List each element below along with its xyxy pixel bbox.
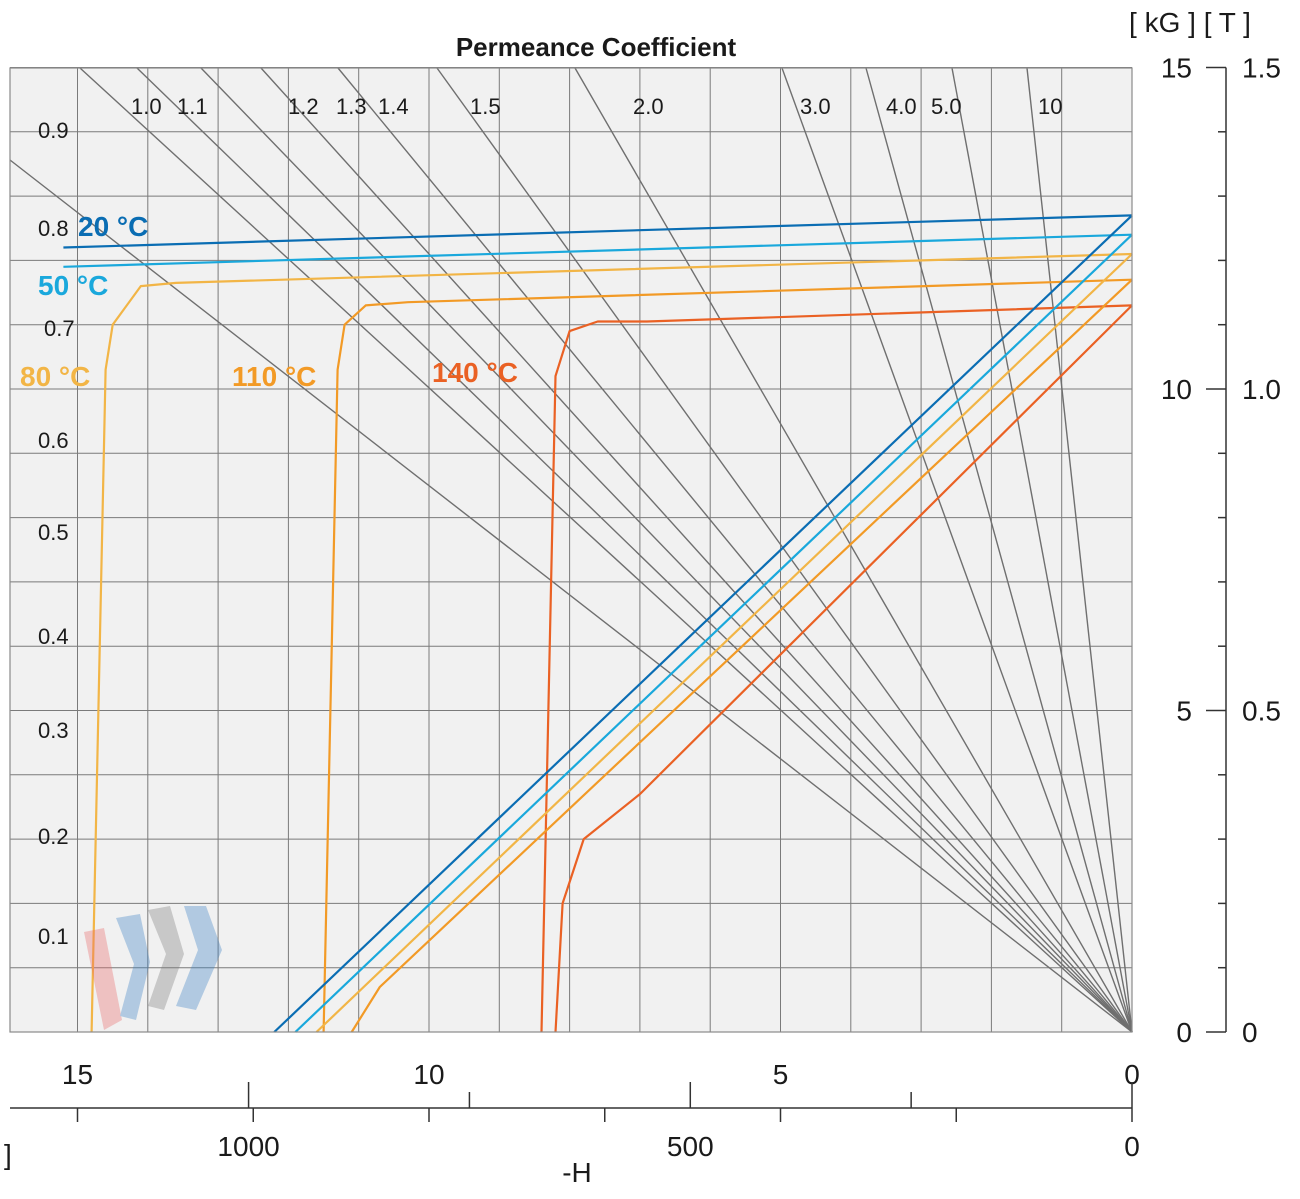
intrinsic-curve — [322, 278, 1133, 1033]
temperature-label: 20 °C — [78, 211, 148, 242]
permeance-label: 1.4 — [378, 94, 409, 119]
permeance-line — [9, 159, 1133, 1033]
permeance-label: 1.2 — [288, 94, 319, 119]
right-axis: 0 5 10 15 0 0.5 1.0 1.5 — [1161, 53, 1281, 1049]
intrinsic-curve — [63, 233, 1133, 268]
normal-curve — [315, 253, 1133, 1033]
left-scale-label: 0.2 — [38, 824, 69, 849]
permeance-line — [200, 67, 1133, 1033]
permeance-line — [1026, 67, 1133, 1033]
permeance-line — [865, 67, 1133, 1033]
normal-curve — [273, 214, 1133, 1033]
y-tick-label-kg: 10 — [1161, 374, 1192, 405]
x-tick-label-kam: 0 — [1124, 1131, 1140, 1162]
permeance-line — [260, 67, 1133, 1033]
bottom-axis: 15 10 5 0 1000 500 0 — [10, 1059, 1140, 1162]
permeance-line — [436, 67, 1133, 1033]
intrinsic-curve — [90, 252, 1133, 1033]
permeance-label: 10 — [1038, 94, 1062, 119]
x-axis-units-fragment: ] — [4, 1139, 12, 1170]
permeance-line — [781, 67, 1133, 1033]
left-scale-label: 0.9 — [38, 118, 69, 143]
temperature-label: 110 °C — [232, 361, 316, 392]
x-tick-label-kam: 1000 — [217, 1131, 279, 1162]
x-tick-label-koe: 0 — [1124, 1059, 1140, 1090]
left-scale-label: 0.6 — [38, 428, 69, 453]
normal-curve — [294, 233, 1133, 1033]
y-tick-label-t: 0 — [1242, 1017, 1258, 1048]
permeance-label: 1.3 — [336, 94, 367, 119]
normal-curve — [350, 278, 1133, 1033]
temperature-label: 80 °C — [20, 361, 90, 392]
x-tick-label-koe: 5 — [773, 1059, 789, 1090]
permeance-line — [136, 67, 1133, 1033]
left-scale-label: 0.7 — [44, 316, 75, 341]
left-scale-label: 0.3 — [38, 718, 69, 743]
chart-title: Permeance Coefficient — [456, 32, 737, 62]
x-tick-label-koe: 10 — [413, 1059, 444, 1090]
permeance-label: 4.0 — [886, 94, 917, 119]
y-tick-label-kg: 5 — [1176, 696, 1192, 727]
curves — [63, 214, 1133, 1033]
temperature-labels: 20 °C 50 °C 80 °C 110 °C 140 °C — [20, 211, 518, 392]
permeance-label: 1.1 — [177, 94, 208, 119]
left-scale-label: 0.5 — [38, 520, 69, 545]
permeance-label: 1.0 — [131, 94, 162, 119]
permeance-labels: 1.0 1.1 1.2 1.3 1.4 1.5 2.0 3.0 4.0 5.0 10 — [131, 94, 1062, 119]
x-tick-label-koe: 15 — [62, 1059, 93, 1090]
y-tick-label-kg: 15 — [1161, 53, 1192, 84]
x-axis-label: -H — [562, 1157, 592, 1188]
intrinsic-curve — [540, 304, 1133, 1033]
left-scale-label: 0.8 — [38, 216, 69, 241]
y-tick-label-t: 1.5 — [1242, 53, 1281, 84]
temperature-label: 50 °C — [38, 270, 108, 301]
temperature-label: 140 °C — [432, 357, 518, 388]
y-tick-label-kg: 0 — [1176, 1017, 1192, 1048]
intrinsic-curve — [63, 214, 1133, 249]
plot-border — [9, 67, 1133, 1033]
plot-background — [10, 68, 1132, 1032]
y-tick-label-t: 0.5 — [1242, 696, 1281, 727]
permeance-label: 2.0 — [633, 94, 664, 119]
permeance-label: 5.0 — [931, 94, 962, 119]
normal-curve — [554, 304, 1133, 1033]
left-scale-label: 0.1 — [38, 924, 69, 949]
y-tick-label-t: 1.0 — [1242, 374, 1281, 405]
y-axis-label: [ kG ] [ T ] — [1129, 7, 1251, 38]
permeance-line — [337, 67, 1133, 1033]
x-tick-label-kam: 500 — [667, 1131, 714, 1162]
permeance-label: 3.0 — [800, 94, 831, 119]
permeance-line — [79, 67, 1133, 1033]
watermark-logo — [84, 906, 222, 1030]
permeance-line — [951, 67, 1133, 1033]
left-scale-labels: 0.9 0.8 0.7 0.6 0.5 0.4 0.3 0.2 0.1 — [38, 118, 75, 949]
permeance-label: 1.5 — [470, 94, 501, 119]
left-scale-label: 0.4 — [38, 624, 69, 649]
